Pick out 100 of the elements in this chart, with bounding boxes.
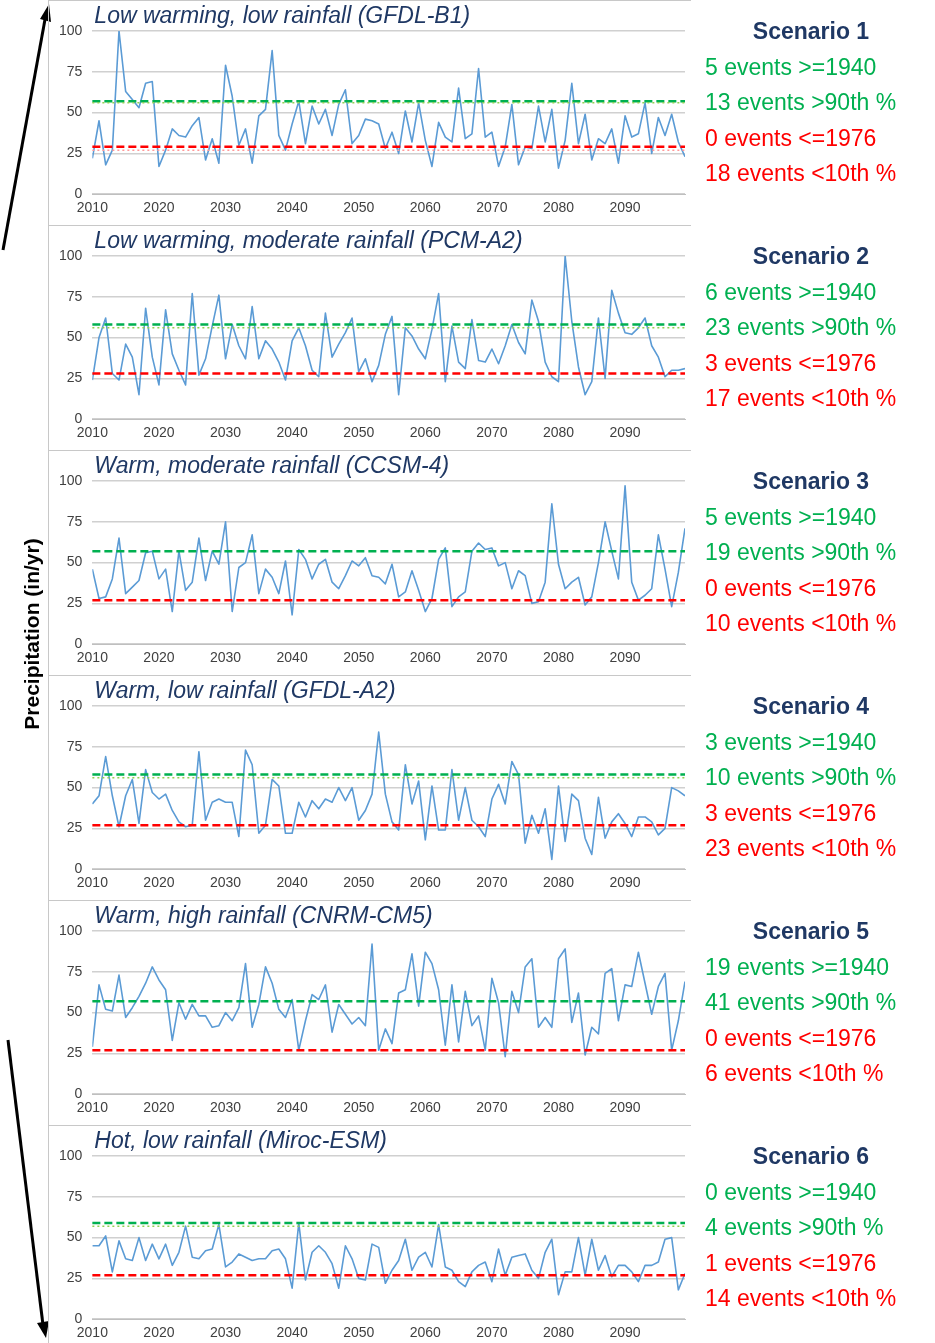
text: 18 events <10th % <box>705 159 898 188</box>
x-tick-label: 2030 <box>209 199 242 216</box>
text: 10 events >90th % <box>705 763 898 792</box>
text: Scenario 6 <box>751 1142 871 1171</box>
text: 23 events <10th % <box>705 834 898 863</box>
text: Scenario 2 <box>751 242 871 271</box>
y-axis-title: Precipitation (in/yr) <box>20 537 44 732</box>
x-tick-label: 2020 <box>143 874 175 891</box>
chart-title: Warm, low rainfall (GFDL-A2) <box>94 677 396 703</box>
x-tick-label: 2060 <box>409 874 442 891</box>
text: 41 events >90th % <box>705 988 898 1017</box>
x-tick-label: 2020 <box>143 649 175 666</box>
y-tick-label: 100 <box>59 246 83 263</box>
text: 5 events >=1940 <box>705 52 878 82</box>
y-tick-label: 50 <box>66 103 83 120</box>
y-tick-label: 100 <box>59 921 83 938</box>
x-tick-label: 2050 <box>343 199 375 216</box>
y-tick-label: 100 <box>59 471 83 488</box>
y-tick-label: 75 <box>66 737 83 754</box>
x-tick-label: 2070 <box>476 1099 508 1116</box>
x-tick-label: 2080 <box>542 1324 575 1341</box>
x-tick-label: 2090 <box>609 874 641 891</box>
text: 3 events <=1976 <box>705 348 878 378</box>
x-tick-label: 2080 <box>542 1099 575 1116</box>
y-tick-label: 50 <box>66 1228 83 1245</box>
x-tick-label: 2050 <box>343 424 375 441</box>
y-tick-label: 25 <box>66 1269 83 1286</box>
x-tick-label: 2030 <box>209 424 242 441</box>
y-tick-label: 50 <box>66 328 83 345</box>
x-tick-label: 2090 <box>609 1099 641 1116</box>
x-tick-label: 2010 <box>76 424 109 441</box>
text: 3 events <=1976 <box>705 798 878 828</box>
text: Scenario 3 <box>751 467 871 496</box>
y-tick-label: 50 <box>66 553 83 570</box>
x-tick-label: 2080 <box>542 424 575 441</box>
x-tick-label: 2060 <box>409 1099 442 1116</box>
x-tick-label: 2090 <box>609 424 641 441</box>
text: 3 events >=1940 <box>705 727 878 757</box>
y-tick-label: 25 <box>66 819 83 836</box>
text: 6 events <10th % <box>705 1059 885 1088</box>
x-tick-label: 2070 <box>476 424 508 441</box>
text: 5 events >=1940 <box>705 502 878 532</box>
text: 10 events <10th % <box>705 609 898 638</box>
text: 0 events <=1976 <box>705 123 878 153</box>
y-tick-label: 0 <box>74 1310 83 1327</box>
y-tick-label: 75 <box>66 287 83 304</box>
text: 0 events <=1976 <box>705 573 878 603</box>
x-tick-label: 2080 <box>542 649 575 666</box>
text: 19 events >=1940 <box>705 952 891 982</box>
chart-title: Warm, high rainfall (CNRM-CM5) <box>94 902 433 928</box>
chart-title: Warm, moderate rainfall (CCSM-4) <box>94 452 450 478</box>
y-tick-label: 75 <box>66 1187 83 1204</box>
x-tick-label: 2090 <box>609 1324 641 1341</box>
chart-title: Low warming, low rainfall (GFDL-B1) <box>94 2 471 28</box>
x-tick-label: 2020 <box>143 1324 175 1341</box>
chart-title: Hot, low rainfall (Miroc-ESM) <box>94 1127 388 1153</box>
text: 23 events >90th % <box>705 313 898 342</box>
x-tick-label: 2060 <box>409 424 442 441</box>
text: Scenario 4 <box>751 692 871 721</box>
y-tick-label: 0 <box>74 410 83 427</box>
x-tick-label: 2080 <box>542 874 575 891</box>
x-tick-label: 2060 <box>409 649 442 666</box>
x-tick-label: 2010 <box>76 874 109 891</box>
x-tick-label: 2030 <box>209 1099 242 1116</box>
y-tick-label: 75 <box>66 962 83 979</box>
y-tick-label: 25 <box>66 144 83 161</box>
x-tick-label: 2070 <box>476 874 508 891</box>
x-tick-label: 2050 <box>343 874 375 891</box>
y-tick-label: 25 <box>66 369 83 386</box>
x-tick-label: 2040 <box>276 1324 308 1341</box>
text: 0 events <=1976 <box>705 1023 878 1053</box>
x-tick-label: 2020 <box>143 1099 175 1116</box>
text: 4 events >90th % <box>705 1213 885 1242</box>
y-tick-label: 100 <box>59 21 83 38</box>
text: 0 events >=1940 <box>705 1177 878 1207</box>
text: 1 events <=1976 <box>705 1248 878 1278</box>
x-tick-label: 2010 <box>76 1099 109 1116</box>
x-tick-label: 2030 <box>209 1324 242 1341</box>
y-tick-label: 0 <box>74 860 83 877</box>
text: 14 events <10th % <box>705 1284 898 1313</box>
text: Scenario 5 <box>751 917 871 946</box>
y-tick-label: 50 <box>66 778 83 795</box>
x-tick-label: 2030 <box>209 874 242 891</box>
x-tick-label: 2050 <box>343 1324 375 1341</box>
y-tick-label: 100 <box>59 696 83 713</box>
x-tick-label: 2070 <box>476 1324 508 1341</box>
y-tick-label: 0 <box>74 1085 83 1102</box>
x-tick-label: 2080 <box>542 199 575 216</box>
x-tick-label: 2010 <box>76 649 109 666</box>
y-tick-label: 0 <box>74 185 83 202</box>
y-tick-label: 0 <box>74 635 83 652</box>
text: 13 events >90th % <box>705 88 898 117</box>
x-tick-label: 2040 <box>276 1099 308 1116</box>
text: 17 events <10th % <box>705 384 898 413</box>
x-tick-label: 2010 <box>76 1324 109 1341</box>
x-tick-label: 2040 <box>276 874 308 891</box>
y-tick-label: 25 <box>66 594 83 611</box>
x-tick-label: 2020 <box>143 424 175 441</box>
x-tick-label: 2060 <box>409 199 442 216</box>
text: 6 events >=1940 <box>705 277 878 307</box>
